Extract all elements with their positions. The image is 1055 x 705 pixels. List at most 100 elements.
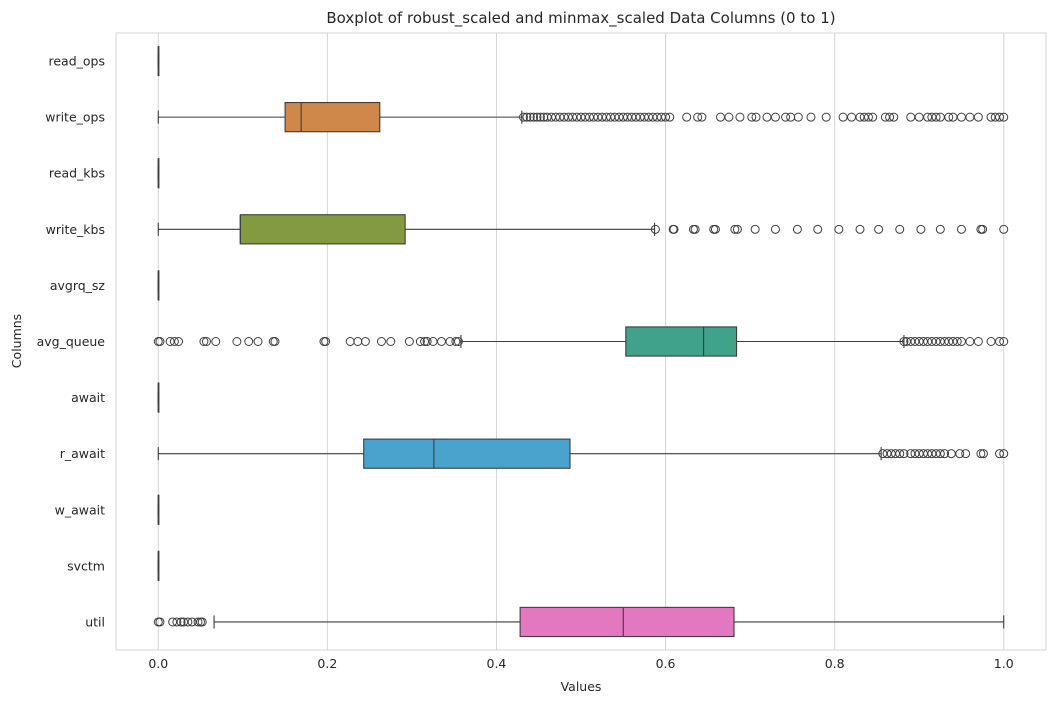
y-tick-label: write_kbs bbox=[46, 222, 105, 237]
outlier-point bbox=[976, 449, 986, 459]
frame-layer bbox=[115, 32, 1047, 651]
y-tick-label: write_ops bbox=[45, 110, 105, 125]
outlier-point bbox=[955, 449, 965, 459]
outlier-point bbox=[665, 112, 675, 122]
outlier-point bbox=[529, 112, 539, 122]
outlier-point bbox=[834, 224, 844, 234]
outlier-point bbox=[525, 112, 535, 122]
box-r_await bbox=[157, 438, 1009, 469]
outlier-point bbox=[172, 617, 182, 627]
box-iqr bbox=[284, 102, 381, 133]
outlier-point bbox=[793, 112, 803, 122]
outlier-point bbox=[532, 112, 542, 122]
outlier-point bbox=[415, 337, 425, 346]
outlier-point bbox=[451, 337, 461, 346]
box-await bbox=[157, 382, 160, 413]
chart-title: Boxplot of robust_scaled and minmax_scal… bbox=[326, 9, 835, 28]
outlier-point bbox=[176, 617, 186, 627]
y-tick-label: util bbox=[85, 614, 105, 629]
outlier-point bbox=[999, 337, 1009, 346]
outlier-point bbox=[183, 617, 193, 627]
outlier-point bbox=[750, 224, 760, 234]
box-iqr bbox=[363, 438, 571, 469]
outlier-point bbox=[999, 112, 1009, 122]
outlier-point bbox=[999, 449, 1009, 459]
outlier-point bbox=[690, 224, 700, 234]
outlier-point bbox=[973, 337, 983, 346]
outlier-point bbox=[935, 224, 945, 234]
outlier-point bbox=[661, 112, 671, 122]
outlier-point bbox=[710, 224, 720, 234]
outlier-point bbox=[895, 224, 905, 234]
x-axis-label: Values bbox=[561, 679, 602, 694]
outlier-point bbox=[519, 112, 529, 122]
outlier-point bbox=[211, 337, 221, 346]
outlier-point bbox=[321, 337, 331, 346]
outlier-point bbox=[935, 449, 945, 459]
outlier-point bbox=[868, 112, 878, 122]
outlier-point bbox=[535, 112, 545, 122]
outlier-point bbox=[995, 112, 1004, 122]
box-read_ops bbox=[157, 45, 160, 77]
outlier-point bbox=[155, 337, 165, 346]
outlier-point bbox=[751, 112, 761, 122]
outlier-point bbox=[669, 224, 679, 234]
outlier-point bbox=[978, 449, 988, 459]
outlier-point bbox=[155, 617, 165, 627]
outlier-point bbox=[821, 112, 831, 122]
x-tick-label: 0.2 bbox=[317, 656, 337, 671]
outlier-point bbox=[386, 337, 396, 346]
box-write_ops bbox=[157, 102, 1009, 133]
y-tick-label: read_ops bbox=[49, 54, 106, 69]
outlier-point bbox=[422, 337, 432, 346]
outlier-point bbox=[916, 224, 926, 234]
outlier-point bbox=[961, 449, 971, 459]
outlier-point bbox=[244, 337, 254, 346]
outlier-point bbox=[855, 224, 865, 234]
y-axis-label: Columns bbox=[9, 314, 24, 368]
outlier-point bbox=[232, 337, 242, 346]
outlier-point bbox=[806, 112, 816, 122]
x-tick-label: 0.4 bbox=[487, 656, 507, 671]
outlier-point bbox=[792, 224, 802, 234]
outlier-point bbox=[781, 112, 791, 122]
x-tick-label: 0.6 bbox=[656, 656, 676, 671]
outlier-point bbox=[940, 449, 950, 459]
outlier-point bbox=[201, 337, 211, 346]
outlier-point bbox=[770, 112, 780, 122]
outlier-point bbox=[682, 112, 692, 122]
outlier-point bbox=[253, 337, 263, 346]
outlier-point bbox=[863, 112, 873, 122]
outlier-point bbox=[199, 337, 209, 346]
outlier-point bbox=[197, 617, 207, 627]
y-tick-label: read_kbs bbox=[49, 166, 105, 181]
outlier-point bbox=[174, 337, 184, 346]
outlier-point bbox=[956, 224, 966, 234]
box-iqr bbox=[625, 326, 738, 357]
outlier-point bbox=[899, 337, 909, 346]
x-tick-label: 1.0 bbox=[994, 656, 1014, 671]
x-tick-label: 0.0 bbox=[148, 656, 168, 671]
outlier-point bbox=[889, 112, 899, 122]
outlier-point bbox=[193, 617, 203, 627]
box-iqr bbox=[519, 606, 735, 638]
y-tick-label: avg_queue bbox=[37, 334, 106, 349]
y-tick-layer: read_ops write_ops read_kbs write_kbs avgrq_… bbox=[37, 54, 106, 630]
y-tick-label: avgrq_sz bbox=[50, 278, 106, 293]
outlier-point bbox=[697, 112, 707, 122]
outlier-point bbox=[732, 224, 742, 234]
box-iqr bbox=[239, 214, 406, 245]
outlier-point bbox=[995, 337, 1004, 346]
box-avg_queue bbox=[153, 326, 1009, 357]
outlier-point bbox=[931, 112, 941, 122]
box-w_await bbox=[157, 494, 160, 525]
outlier-point bbox=[747, 112, 757, 122]
outlier-point bbox=[735, 112, 745, 122]
outlier-point bbox=[724, 112, 734, 122]
outlier-point bbox=[404, 337, 414, 346]
outlier-point bbox=[813, 224, 823, 234]
box-util bbox=[153, 606, 1005, 638]
outlier-point bbox=[360, 337, 370, 346]
outlier-point bbox=[952, 337, 962, 346]
